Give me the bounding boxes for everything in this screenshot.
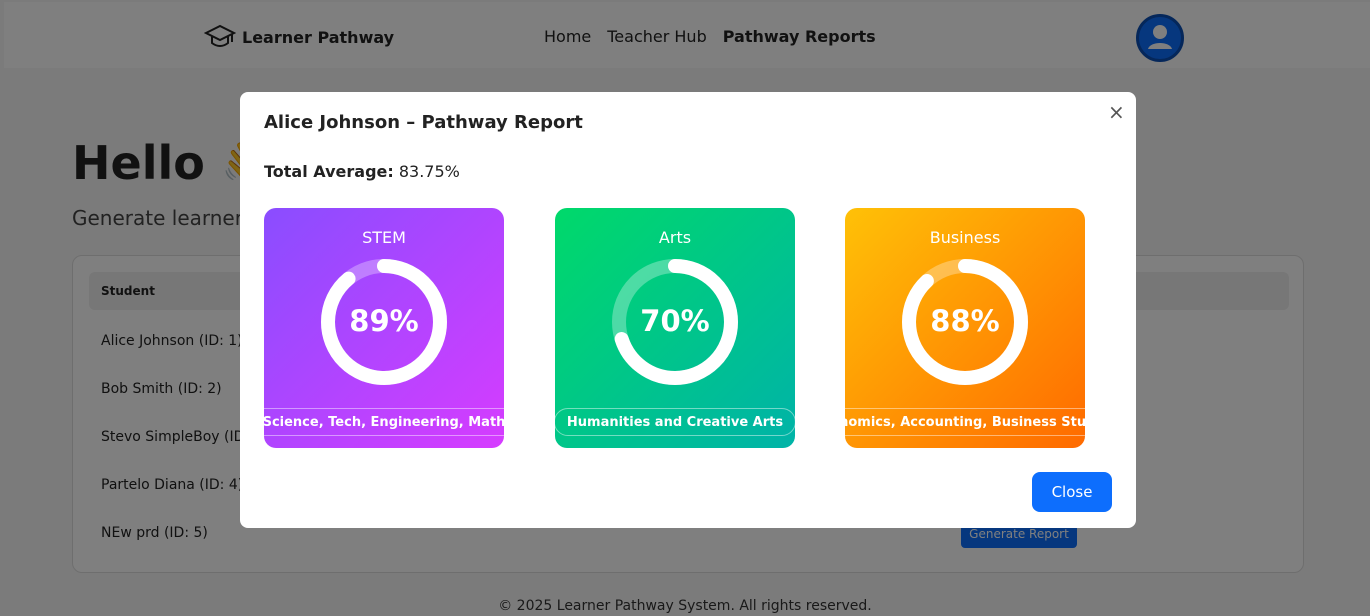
ring-arc: [321, 259, 447, 385]
card-subtitle: Science, Tech, Engineering, Math: [264, 408, 504, 436]
average-label: Total Average:: [264, 162, 394, 181]
card-title: STEM: [362, 228, 406, 247]
close-icon[interactable]: ×: [1108, 100, 1125, 124]
progress-ring: [612, 259, 738, 385]
card-percent: 89%: [349, 304, 419, 338]
pathway-card: Business 88% Economics, Accounting, Busine…: [845, 208, 1085, 448]
pathway-card: Arts 70% Humanities and Creative Arts: [555, 208, 795, 448]
card-subtitle: Humanities and Creative Arts: [555, 408, 795, 436]
card-subtitle: Economics, Accounting, Business Studies: [845, 408, 1085, 436]
pathway-card: STEM 89% Science, Tech, Engineering, Math: [264, 208, 504, 448]
close-button[interactable]: Close: [1032, 472, 1112, 512]
card-percent: 70%: [640, 304, 710, 338]
card-percent: 88%: [930, 304, 1000, 338]
progress-ring: [902, 259, 1028, 385]
ring-arc: [612, 259, 738, 385]
card-title: Arts: [658, 228, 692, 247]
ring-arc: [902, 259, 1028, 385]
progress-ring: [321, 259, 447, 385]
average-value: 83.75%: [398, 162, 460, 181]
total-average: Total Average: 83.75%: [264, 162, 460, 181]
modal: Alice Johnson – Pathway Report × Total A…: [240, 92, 1136, 528]
modal-title: Alice Johnson – Pathway Report: [264, 112, 583, 133]
card-title: Business: [929, 228, 1001, 247]
